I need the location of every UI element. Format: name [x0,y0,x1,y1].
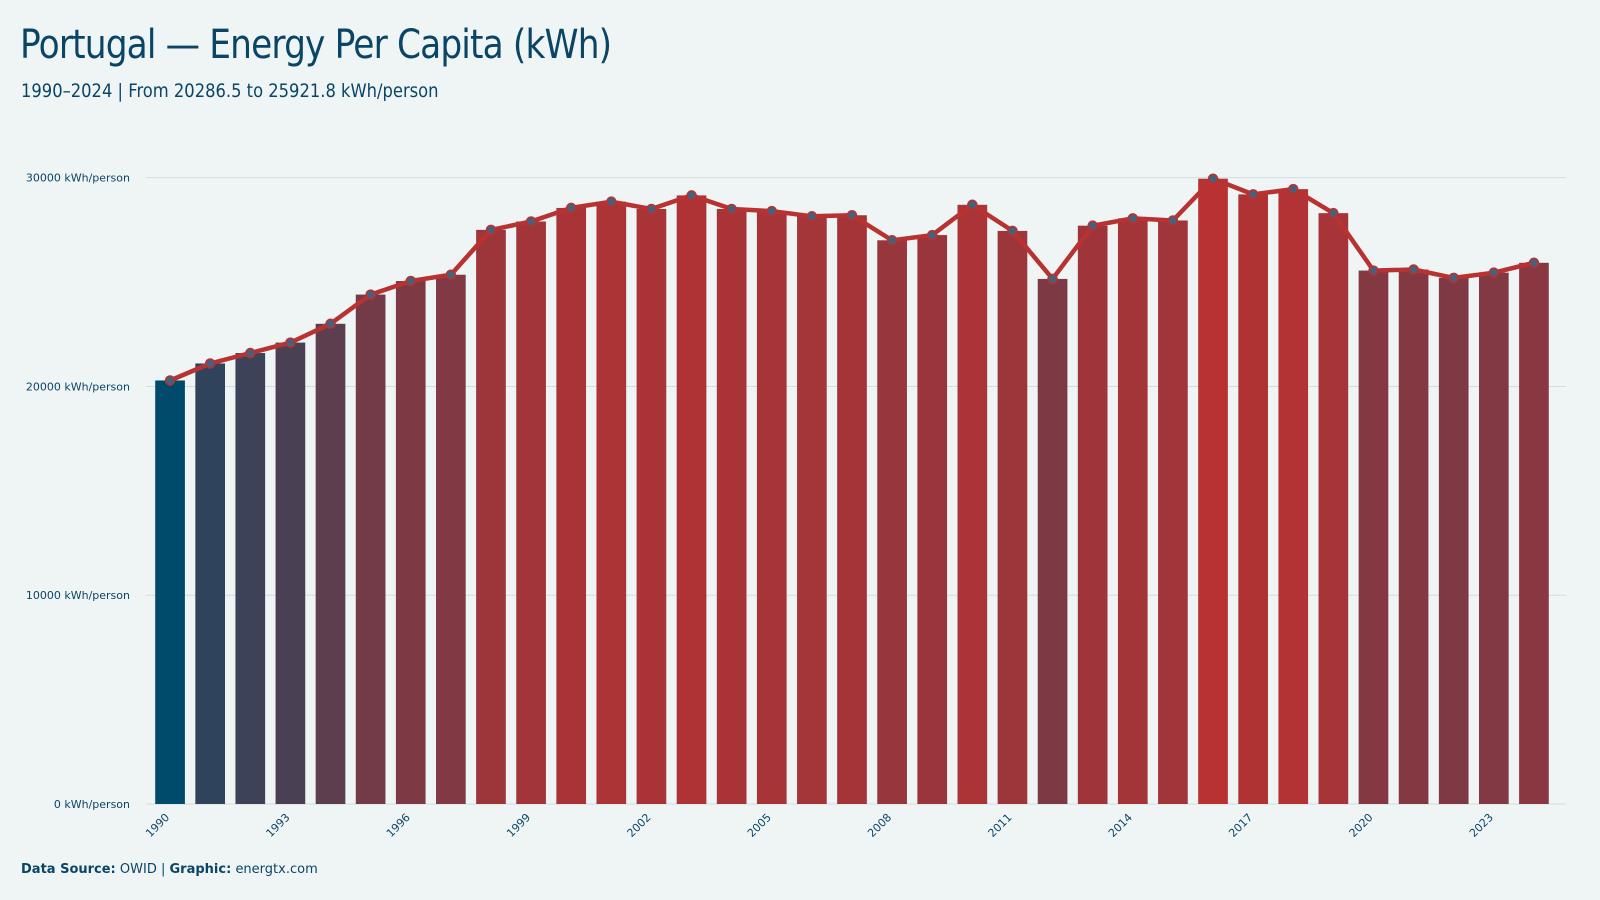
bar [155,380,185,804]
bar [756,211,787,804]
bar [516,221,546,804]
bar [1478,272,1509,804]
bars [155,178,1549,805]
footer-credits: Data Source: OWID | Graphic: energtx.com [21,862,318,877]
bar [997,230,1028,804]
bar [1037,278,1068,804]
trend-marker [686,190,697,201]
bar [1198,178,1228,804]
x-tick-label: 1999 [504,811,533,840]
bar [716,208,747,805]
x-tick-label: 2011 [986,811,1015,840]
bar [195,363,226,804]
bar [636,208,667,805]
y-tick-label: 20000 kWh/person [26,380,130,393]
trend-marker [1488,267,1500,278]
trend-marker [1127,213,1139,224]
trend-marker [405,275,416,287]
x-tick-label: 1990 [143,811,172,840]
trend-marker [1288,183,1299,195]
trend-markers [164,173,1540,386]
trend-marker [1528,257,1540,269]
trend-marker [1448,272,1459,284]
trend-marker [204,358,216,369]
trend-marker [1328,207,1339,219]
footer-separator: | [160,862,166,877]
trend-marker [1007,225,1018,237]
bar [877,240,907,805]
graphic-value: energtx.com [235,862,318,877]
y-tick-label: 10000 kWh/person [26,589,130,602]
trend-marker [766,205,778,217]
trend-marker [646,203,657,215]
chart-subtitle: 1990–2024 | From 20286.5 to 25921.8 kWh/… [21,80,439,102]
trend-marker [365,289,376,300]
bar [476,229,506,805]
trend-marker [1408,264,1419,275]
trend-marker [1167,215,1179,226]
trend-marker [1087,220,1098,231]
bar [957,204,988,805]
x-tick-label: 1993 [264,811,293,840]
y-tick-label: 0 kWh/person [54,798,130,811]
bar [1318,213,1349,804]
bar [1158,220,1188,804]
trend-marker [445,269,457,280]
bar [1077,225,1108,805]
bar [235,353,266,804]
bar [436,274,466,804]
bar [315,323,346,804]
bar [676,195,707,804]
trend-marker [1047,273,1058,285]
trend-marker [806,211,818,222]
trend-marker [1207,173,1219,184]
bar [1398,269,1429,804]
trend-marker [325,318,336,330]
bar [1117,218,1148,804]
x-tick-label: 2008 [865,811,894,840]
bar [556,207,587,804]
trend-marker [926,229,938,241]
source-label: Data Source: [21,862,116,877]
x-tick-label: 2023 [1467,811,1496,840]
y-tick-label: 30000 kWh/person [26,172,130,185]
trend-marker [886,235,898,246]
bar [797,216,827,804]
graphic-label: Graphic: [169,862,232,877]
y-axis-ticks: 0 kWh/person 10000 kWh/person 20000 kWh/pe… [26,172,130,811]
trend-marker [1247,189,1259,200]
trend-marker [726,203,737,215]
bar [355,294,386,804]
bar [1519,262,1549,804]
bar [395,281,426,804]
x-axis-ticks: 1990 1993 1996 1999 2002 2005 2008 2011 2014 2017… [143,811,1496,840]
bar [275,342,306,804]
trend-marker [1368,265,1379,276]
bar [1358,270,1389,804]
trend-marker [846,209,858,221]
trend-marker [485,224,497,236]
source-value: OWID [119,862,157,877]
x-tick-label: 2017 [1226,811,1255,840]
trend-marker [606,196,617,207]
x-tick-label: 1996 [384,811,413,840]
x-tick-label: 2002 [625,811,654,840]
x-tick-label: 2020 [1347,811,1376,840]
trend-marker [245,347,256,359]
trend-marker [565,202,577,214]
bar [596,201,627,805]
chart-title: Portugal — Energy Per Capita (kWh) [20,22,612,68]
x-tick-label: 2005 [745,811,774,840]
trend-marker [285,337,296,348]
trend-marker [967,199,978,211]
bar [917,235,948,804]
bar [1238,194,1268,805]
bar [1278,189,1309,804]
trend-marker [164,375,176,386]
bar [837,215,867,805]
bar [1438,277,1469,804]
x-tick-label: 2014 [1106,811,1135,840]
trend-marker [525,216,537,227]
